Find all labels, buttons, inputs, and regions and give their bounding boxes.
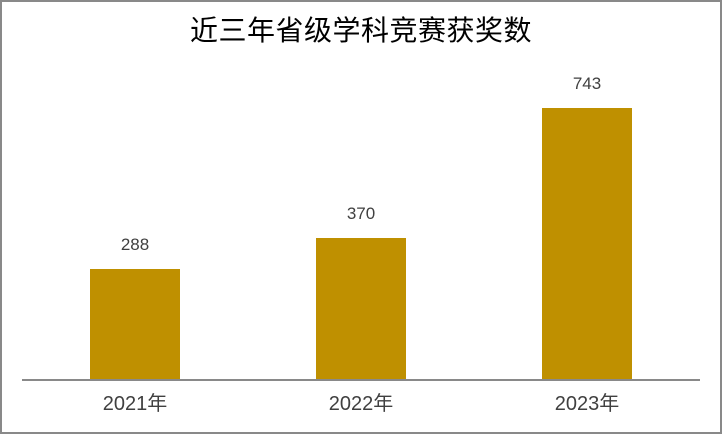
x-axis-line <box>22 379 700 381</box>
bar-value-label: 743 <box>572 74 602 93</box>
x-axis-tick-label: 2021年 <box>102 393 168 415</box>
x-axis-tick-label: 2022年 <box>328 393 394 415</box>
bar <box>316 238 406 379</box>
bar-value-label: 288 <box>120 235 150 254</box>
bar <box>90 269 180 379</box>
plot-area: 288 370 743 <box>22 74 700 379</box>
bar-group: 370 <box>248 74 474 379</box>
bar-group: 288 <box>22 74 248 379</box>
bar-value-label: 370 <box>346 204 376 223</box>
bar-group: 743 <box>474 74 700 379</box>
x-axis-tick-label: 2023年 <box>554 393 620 415</box>
bar <box>542 108 632 379</box>
chart-title: 近三年省级学科竞赛获奖数 <box>189 15 532 46</box>
x-axis-labels-row: 2021年 2022年 2023年 <box>22 392 700 418</box>
